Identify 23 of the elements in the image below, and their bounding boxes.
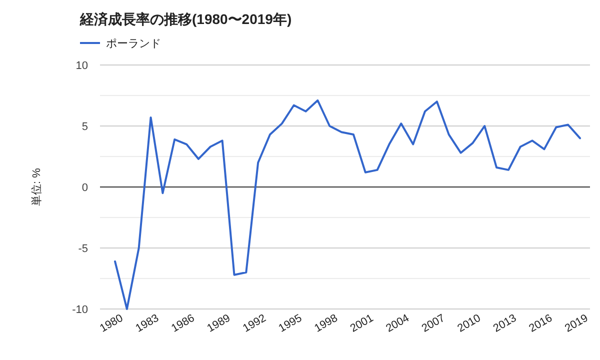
y-tick-label: -5 bbox=[78, 243, 88, 255]
line-series bbox=[114, 99, 581, 310]
x-tick-label: 2007 bbox=[420, 312, 448, 335]
x-tick-label: 2010 bbox=[456, 312, 483, 335]
x-tick-label: 2001 bbox=[348, 312, 376, 335]
legend-label: ポーランド bbox=[106, 38, 161, 50]
x-tick-label: 1995 bbox=[276, 312, 304, 335]
y-tick-label: 5 bbox=[82, 121, 88, 133]
y-axis-title: 単位: % bbox=[31, 168, 43, 206]
x-tick-label: 2016 bbox=[527, 312, 554, 335]
y-tick-label: -10 bbox=[72, 304, 88, 316]
x-tick-label: 1992 bbox=[241, 312, 268, 335]
y-tick-label: 10 bbox=[76, 60, 88, 72]
x-tick-label: 1980 bbox=[98, 312, 126, 335]
chart-title: 経済成長率の推移(1980〜2019年) bbox=[79, 11, 292, 27]
y-tick-label: 0 bbox=[82, 182, 88, 194]
x-tick-label: 2019 bbox=[562, 312, 590, 335]
x-tick-label: 1986 bbox=[169, 312, 197, 335]
x-tick-label: 2013 bbox=[491, 312, 519, 335]
x-tick-label: 1989 bbox=[205, 312, 232, 335]
x-tick-label: 2004 bbox=[384, 312, 412, 335]
x-tick-label: 1983 bbox=[134, 312, 161, 335]
x-tick-label: 1998 bbox=[312, 312, 340, 335]
